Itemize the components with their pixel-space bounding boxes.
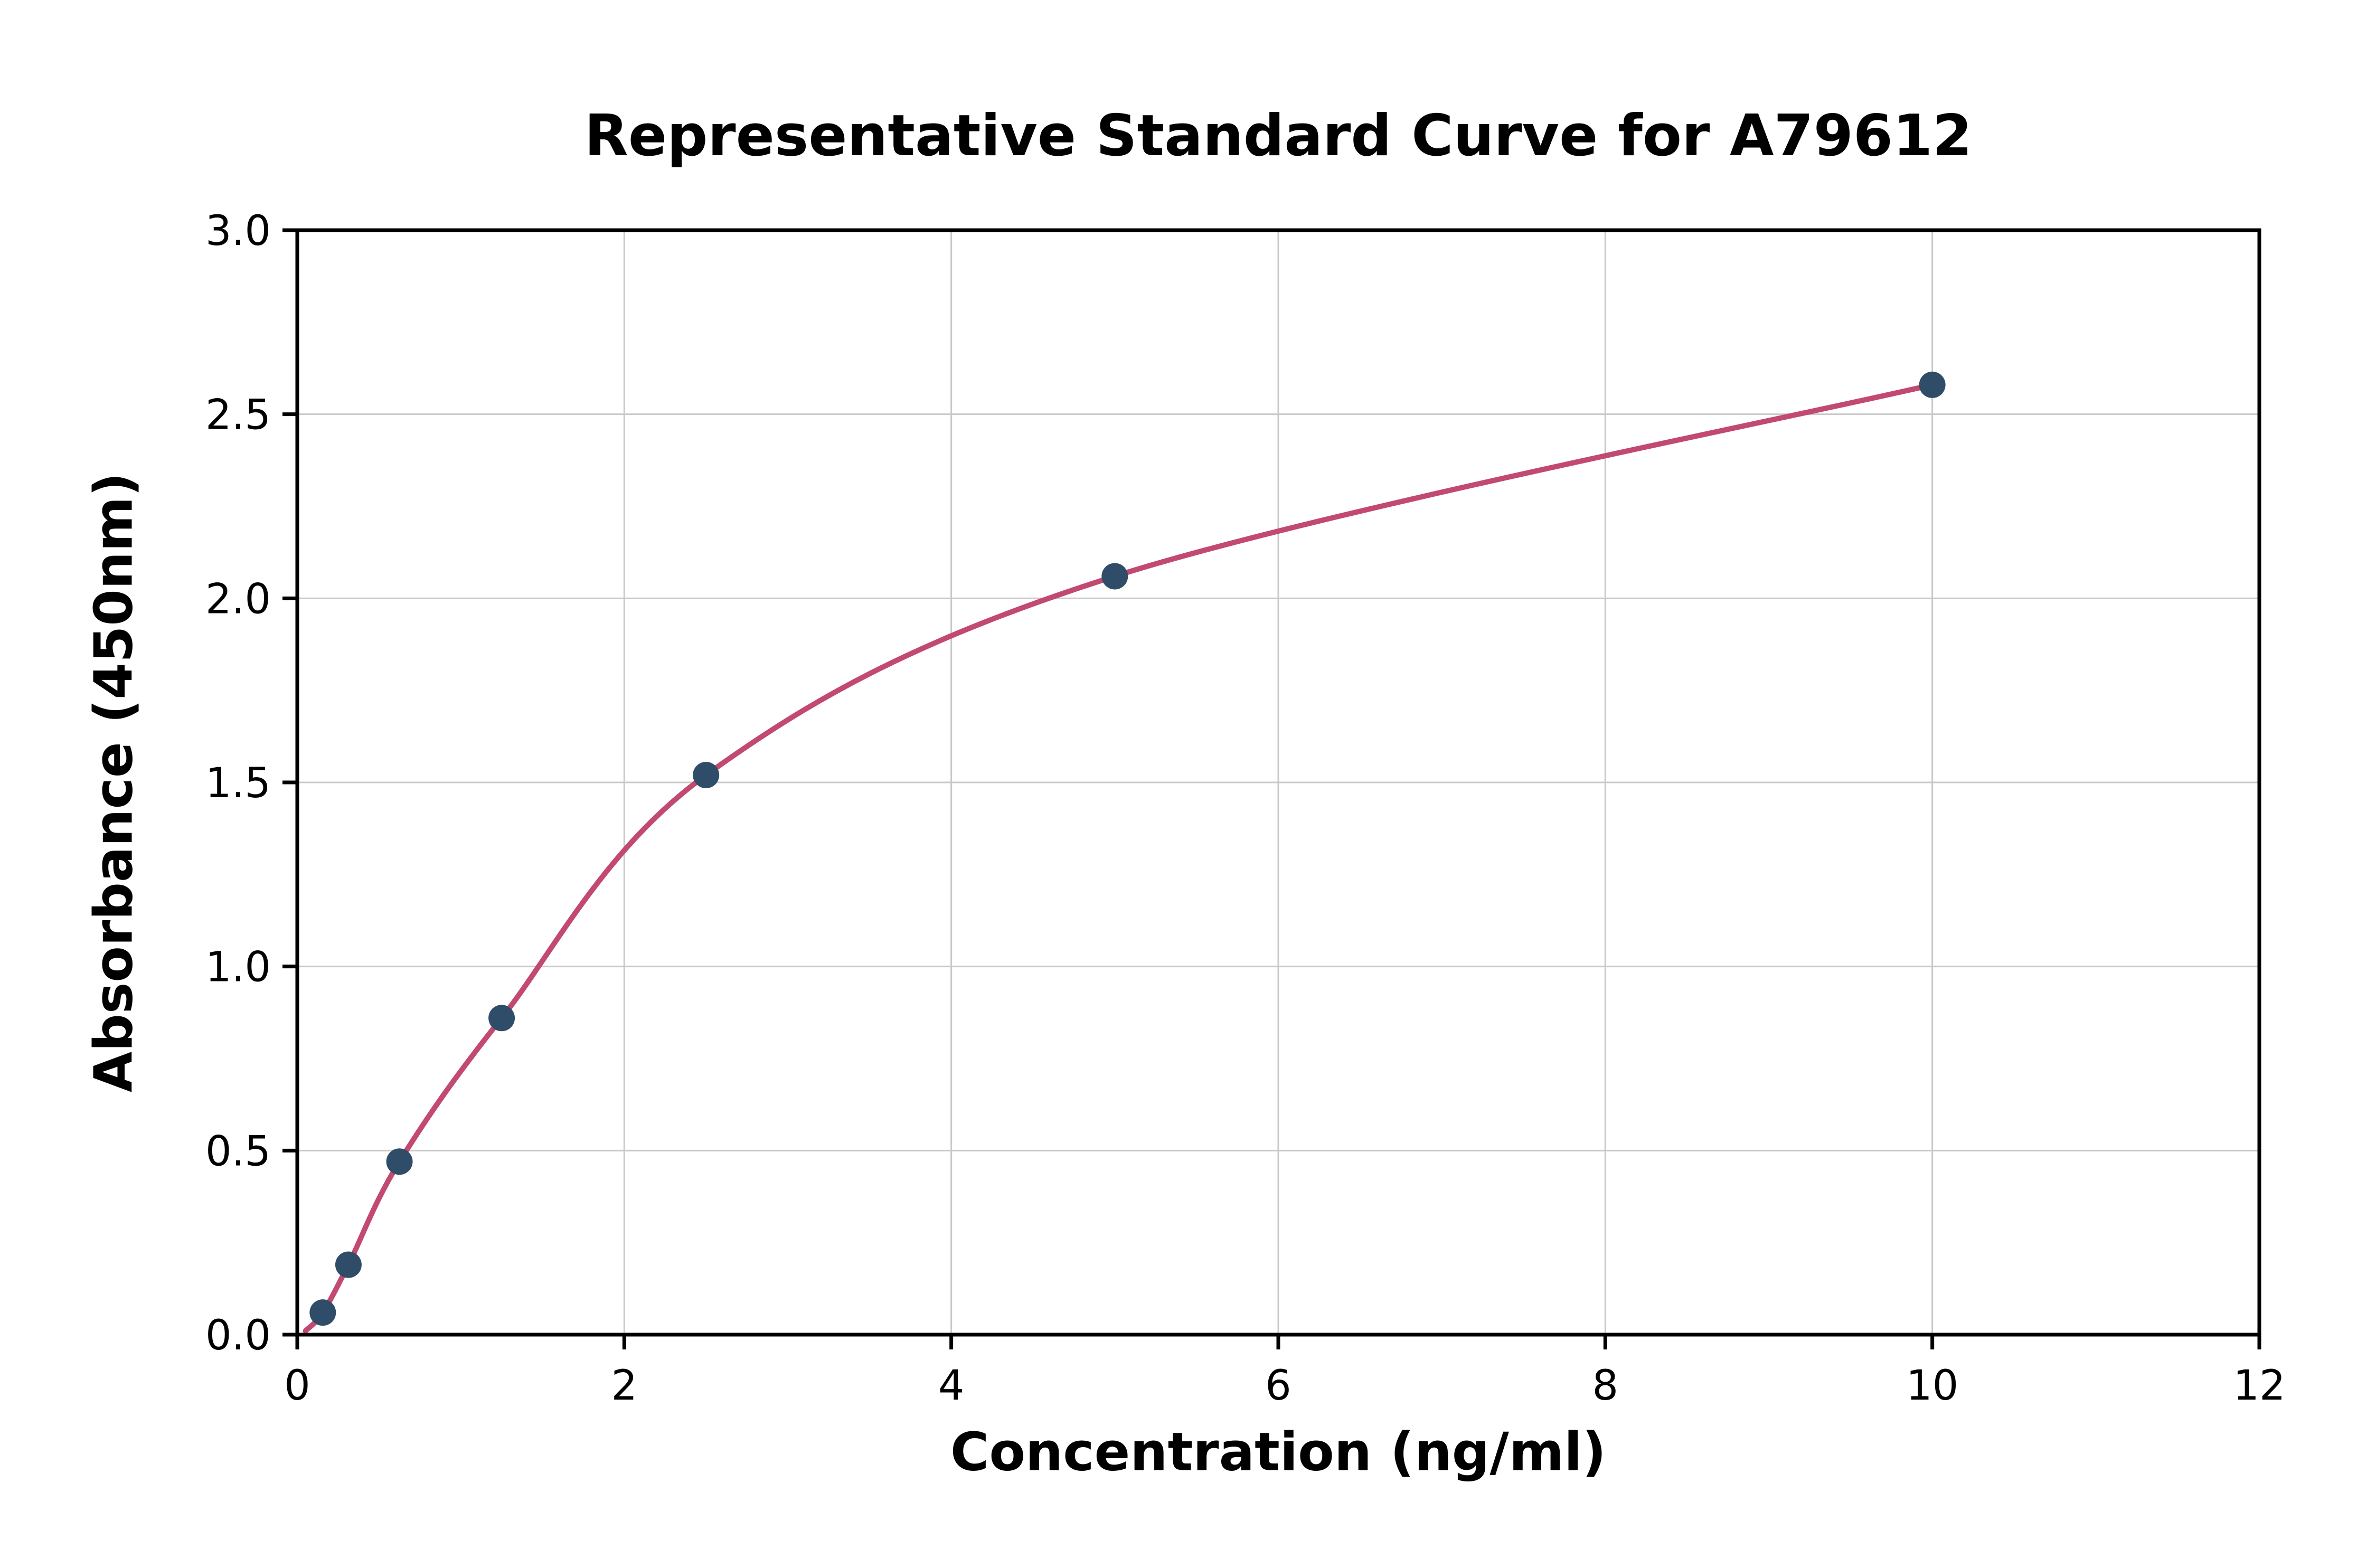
data-point (1101, 563, 1128, 590)
y-tick-label: 2.0 (205, 575, 271, 623)
y-tick-label: 0.5 (205, 1128, 271, 1175)
chart-title: Representative Standard Curve for A79612 (584, 103, 1973, 169)
y-tick-label: 0.0 (205, 1312, 271, 1359)
y-tick-label: 1.0 (205, 944, 271, 991)
data-point (1919, 371, 1946, 398)
data-point (386, 1148, 413, 1175)
x-tick-label: 6 (1265, 1362, 1291, 1410)
data-point (488, 1005, 515, 1032)
x-axis-label: Concentration (ng/ml) (950, 1421, 1607, 1483)
grid-lines (296, 229, 2260, 1336)
y-tick-label: 3.0 (205, 207, 271, 255)
x-tick-label: 2 (611, 1362, 638, 1410)
axis-ticks (282, 228, 2261, 1349)
y-tick-label: 1.5 (205, 760, 271, 807)
x-tick-label: 8 (1592, 1362, 1619, 1410)
data-point (693, 762, 720, 789)
data-point (309, 1299, 336, 1326)
data-points (309, 371, 1946, 1326)
x-tick-label: 4 (938, 1362, 965, 1410)
y-tick-label: 2.5 (205, 392, 271, 439)
tick-labels: 0 2 4 6 8 10 12 0.0 0.5 1.0 1.5 2.0 2.5 3.0 (205, 207, 2286, 1410)
x-tick-label: 0 (284, 1362, 310, 1410)
fit-curve (303, 382, 1935, 1334)
x-tick-label: 12 (2233, 1362, 2285, 1410)
x-tick-label: 10 (1906, 1362, 1958, 1410)
data-point (335, 1251, 362, 1278)
